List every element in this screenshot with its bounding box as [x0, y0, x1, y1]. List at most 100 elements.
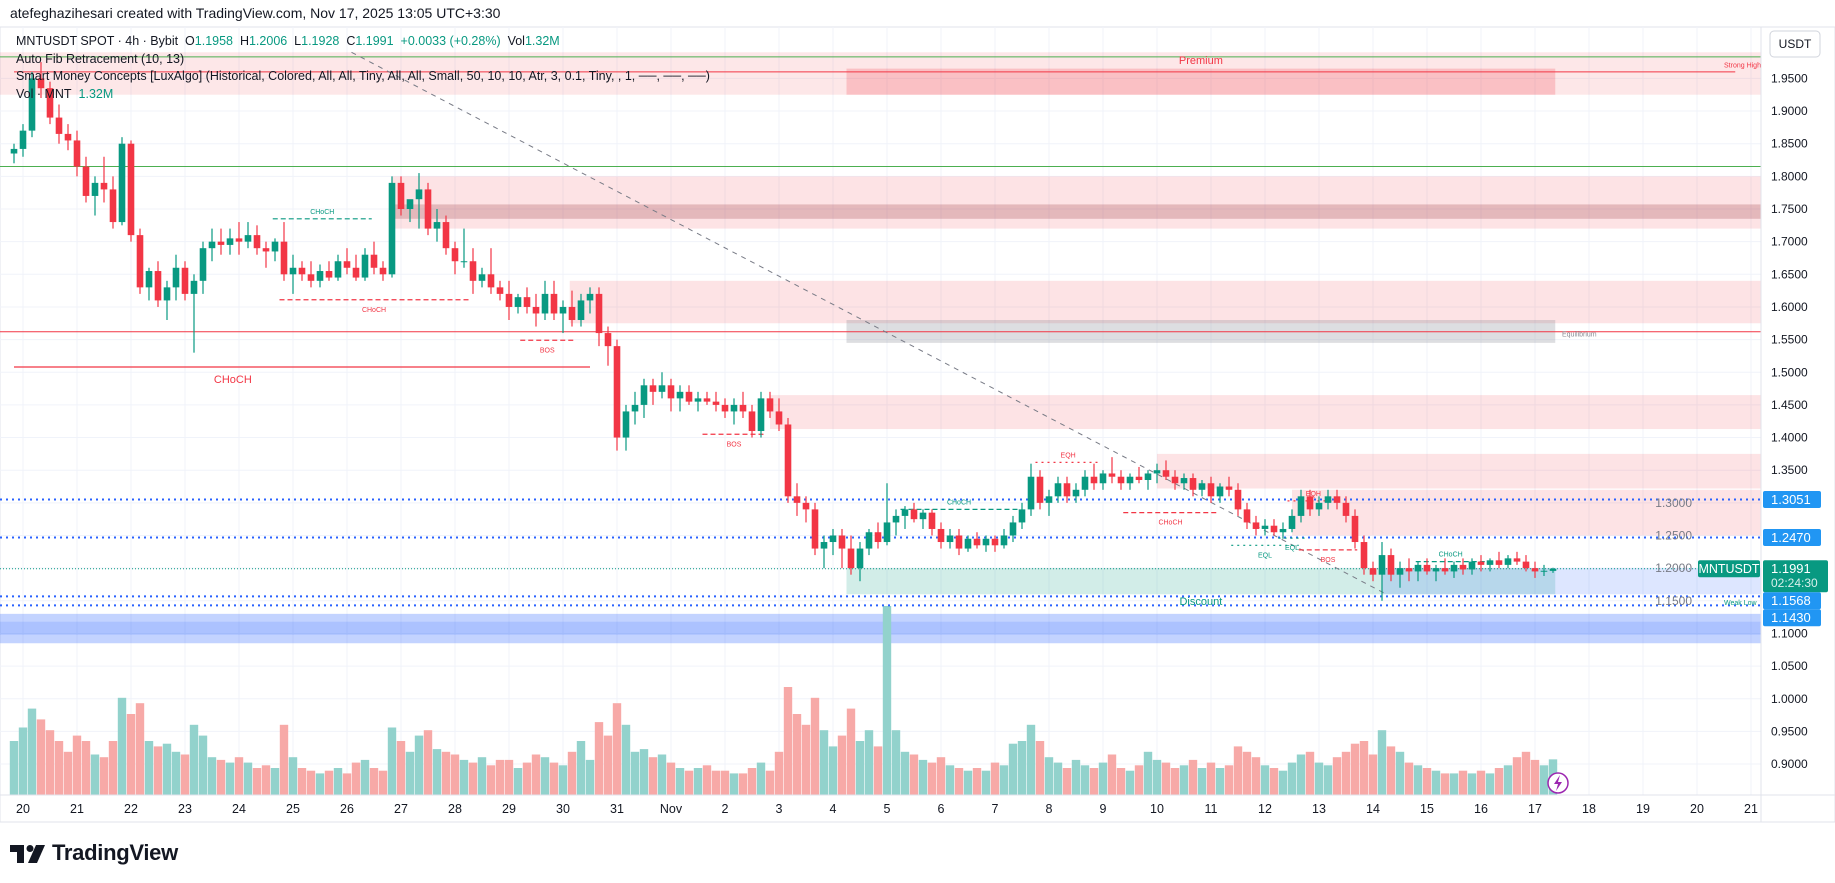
volume-bar	[1296, 754, 1306, 795]
candle-body	[1009, 522, 1017, 536]
candle-body	[109, 189, 117, 223]
volume-bar	[585, 759, 595, 795]
volume-bar	[909, 754, 919, 795]
volume-bar	[1503, 765, 1513, 795]
candle	[613, 339, 621, 451]
candle-body	[550, 293, 558, 314]
volume-bar	[81, 741, 91, 795]
time-tick-label: 24	[232, 802, 246, 816]
symbol-legend[interactable]: MNTUSDT SPOT · 4h · Bybit O1.1958 H1.200…	[16, 33, 710, 51]
price-axis[interactable]: USDT1.30511.24701.199102:24:30MNTUSDT1.1…	[0, 27, 1835, 822]
price-tick-label: 1.8500	[1771, 137, 1808, 151]
candle	[289, 254, 297, 294]
currency-button[interactable]: USDT	[1769, 30, 1821, 58]
candle-body	[784, 424, 792, 497]
candle	[478, 267, 486, 288]
volume-bar	[1143, 751, 1153, 795]
candle	[658, 372, 666, 399]
volume-bar	[594, 722, 604, 795]
candle-body	[1216, 486, 1224, 497]
volume-bar	[288, 757, 298, 795]
indicator-smc[interactable]: Smart Money Concepts [LuxAlgo] (Historic…	[16, 69, 710, 83]
candle-body	[586, 293, 594, 301]
time-axis[interactable]: 20 21 22 23 24 25 26 27 28 29 30 31 Nov 2 3 4 5 6 7 8 9 10 11 1…	[16, 802, 1758, 816]
candle	[856, 542, 864, 582]
candle	[784, 417, 792, 503]
tradingview-logo[interactable]: TradingView	[10, 838, 178, 868]
candle	[1288, 509, 1296, 533]
candle-body	[1486, 560, 1494, 565]
volume-bar	[162, 743, 172, 795]
candle-body	[757, 398, 765, 432]
candle	[361, 248, 369, 281]
chart-frame	[0, 26, 1835, 823]
candle-body	[1531, 568, 1539, 572]
indicator-fib[interactable]: Auto Fib Retracement (10, 13)	[16, 51, 185, 66]
low-value: 1.1928	[301, 34, 340, 48]
plot-area[interactable]: Premium Strong High Equilibrium Discount Wea…	[0, 51, 1761, 795]
volume-bar	[1422, 768, 1432, 795]
price-tick-label: 0.9000	[1771, 757, 1808, 771]
candle-body	[1387, 555, 1395, 575]
volume-bar	[495, 759, 505, 795]
candle	[676, 385, 684, 412]
volume-bar	[1035, 741, 1045, 795]
low-label: L	[294, 34, 302, 48]
candle	[1495, 551, 1503, 569]
candle-body	[262, 248, 270, 252]
volume-bar	[720, 770, 730, 795]
volume-bar	[927, 762, 937, 795]
candle-body	[1513, 558, 1521, 562]
order-block-zone	[569, 280, 1761, 324]
volume-bar	[1530, 759, 1540, 795]
candle	[766, 391, 774, 418]
candle	[145, 267, 153, 301]
volume-bar	[702, 765, 712, 795]
candle-body	[883, 522, 891, 543]
volume-bar	[801, 724, 811, 795]
structure-label: EQL	[1285, 545, 1299, 552]
candle-body	[352, 267, 360, 278]
candle	[667, 378, 675, 412]
candle-body	[874, 532, 882, 543]
candle	[694, 391, 702, 412]
volume-bar	[441, 751, 451, 795]
candle-body	[172, 267, 180, 288]
candle	[10, 143, 18, 164]
symbol-tag	[1698, 560, 1760, 578]
candle	[19, 124, 27, 157]
volume-bar	[873, 746, 883, 795]
candle-body	[766, 398, 774, 412]
candle	[73, 130, 81, 177]
time-tick-label: 17	[1528, 802, 1542, 816]
candle	[415, 173, 423, 229]
candle-body	[856, 548, 864, 569]
candle-body	[145, 271, 153, 288]
volume-bar	[405, 751, 415, 795]
volume-bar	[1341, 751, 1351, 795]
volume-bar	[900, 751, 910, 795]
candle-body	[1099, 473, 1107, 484]
discount-zone	[846, 568, 1556, 595]
candle-body	[694, 398, 702, 402]
volume-bar	[648, 757, 658, 795]
candle	[1342, 496, 1350, 523]
volume-bar	[1206, 762, 1216, 795]
candle-body	[1000, 535, 1008, 546]
volume-bar	[1395, 751, 1405, 795]
current-price-tag	[1763, 560, 1828, 593]
volume-bar	[45, 730, 55, 795]
lightning-icon[interactable]	[1547, 772, 1569, 794]
candle	[136, 228, 144, 294]
candle	[154, 261, 162, 307]
candle	[1216, 483, 1224, 503]
price-tag	[1763, 528, 1821, 546]
volume-bar	[1494, 768, 1504, 795]
candle	[1117, 470, 1125, 490]
volume-bar	[954, 768, 964, 795]
candle	[370, 241, 378, 275]
candle	[1234, 483, 1242, 516]
indicator-volume[interactable]: Vol · MNT 1.32M	[16, 86, 710, 104]
candle-body	[1180, 478, 1188, 484]
